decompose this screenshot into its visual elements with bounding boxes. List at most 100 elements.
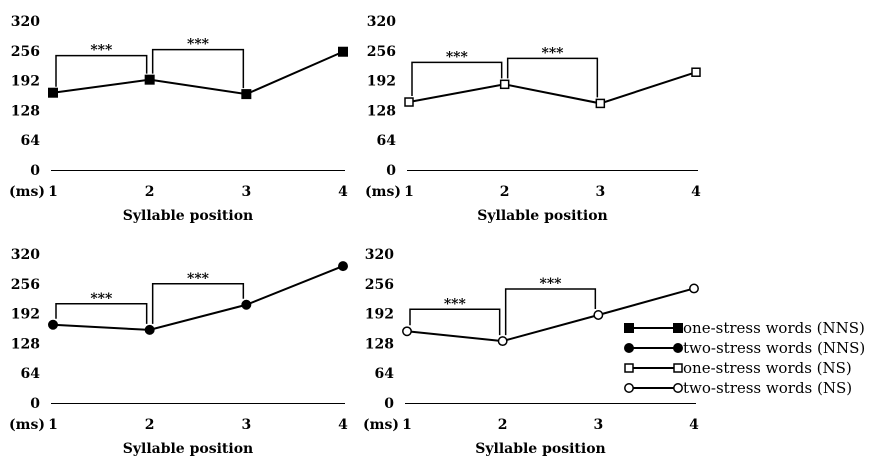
y-tick-label: 192 bbox=[11, 74, 40, 90]
significance-label: *** bbox=[542, 45, 565, 61]
x-tick-label: 1 bbox=[48, 184, 58, 200]
y-tick-label: 0 bbox=[386, 163, 396, 179]
x-tick-label: 3 bbox=[595, 184, 605, 200]
data-point bbox=[498, 337, 506, 345]
y-tick-label: 320 bbox=[365, 247, 394, 263]
data-point bbox=[403, 327, 411, 335]
legend-marker bbox=[674, 324, 683, 333]
significance-label: *** bbox=[187, 271, 210, 287]
significance-bracket: *** bbox=[506, 276, 596, 335]
x-axis-label: Syllable position bbox=[123, 208, 253, 224]
data-point bbox=[49, 88, 58, 97]
y-tick-label: 192 bbox=[365, 307, 394, 323]
x-tick-label: 4 bbox=[338, 184, 348, 200]
y-tick-label: 128 bbox=[11, 103, 40, 119]
legend-entry: one-stress words (NNS) bbox=[625, 319, 865, 337]
data-point bbox=[242, 90, 251, 99]
y-unit-label: (ms) bbox=[9, 184, 45, 200]
data-point bbox=[145, 325, 154, 334]
legend-label: two-stress words (NS) bbox=[683, 379, 852, 397]
data-point bbox=[339, 47, 348, 56]
x-tick-label: 3 bbox=[241, 184, 251, 200]
legend-marker bbox=[625, 344, 634, 353]
legend-entry: one-stress words (NS) bbox=[625, 359, 852, 377]
y-tick-label: 320 bbox=[11, 14, 40, 30]
y-tick-label: 256 bbox=[367, 44, 396, 60]
x-tick-label: 2 bbox=[145, 417, 155, 433]
y-unit-label: (ms) bbox=[365, 184, 401, 200]
x-axis-label: Syllable position bbox=[123, 441, 253, 457]
significance-label: *** bbox=[540, 276, 563, 292]
y-tick-label: 0 bbox=[384, 396, 394, 412]
legend-entry: two-stress words (NNS) bbox=[625, 339, 866, 357]
y-tick-label: 128 bbox=[11, 336, 40, 352]
data-point bbox=[145, 75, 154, 84]
significance-bracket: *** bbox=[153, 271, 244, 324]
significance-label: *** bbox=[446, 49, 469, 65]
y-tick-label: 256 bbox=[365, 277, 394, 293]
data-point bbox=[692, 68, 700, 76]
legend-marker bbox=[625, 364, 633, 372]
data-point bbox=[594, 311, 602, 319]
y-tick-label: 256 bbox=[11, 44, 40, 60]
x-tick-label: 1 bbox=[48, 417, 58, 433]
x-tick-label: 2 bbox=[498, 417, 508, 433]
y-tick-label: 128 bbox=[367, 103, 396, 119]
y-tick-label: 320 bbox=[11, 247, 40, 263]
y-tick-label: 64 bbox=[375, 366, 395, 382]
x-axis-label: Syllable position bbox=[477, 208, 607, 224]
significance-label: *** bbox=[90, 291, 113, 307]
significance-label: *** bbox=[187, 37, 210, 53]
legend: one-stress words (NNS) two-stress words (… bbox=[625, 319, 866, 397]
y-unit-label: (ms) bbox=[9, 417, 45, 433]
data-point bbox=[596, 99, 604, 107]
x-axis-label: Syllable position bbox=[475, 441, 605, 457]
legend-marker bbox=[625, 384, 633, 392]
significance-label: *** bbox=[90, 43, 113, 59]
x-tick-label: 2 bbox=[145, 184, 155, 200]
y-tick-label: 0 bbox=[30, 396, 40, 412]
significance-bracket: *** bbox=[56, 43, 147, 87]
x-tick-label: 4 bbox=[691, 184, 701, 200]
significance-bracket: *** bbox=[56, 291, 147, 324]
data-point bbox=[405, 98, 413, 106]
x-tick-label: 4 bbox=[689, 417, 699, 433]
legend-marker bbox=[674, 364, 682, 372]
data-point bbox=[49, 320, 58, 329]
data-point bbox=[242, 300, 251, 309]
y-unit-label: (ms) bbox=[363, 417, 399, 433]
chart-panel-2: 0 64 128 192 256 320 (ms) 1 2 3 4 Syllable position… bbox=[365, 14, 701, 224]
series-line bbox=[409, 72, 696, 103]
chart-panel-1: 0 64 128 192 256 320 (ms) 1 2 3 4 Syllable position… bbox=[9, 14, 348, 224]
y-tick-label: 256 bbox=[11, 277, 40, 293]
significance-bracket: *** bbox=[412, 49, 502, 96]
y-tick-label: 0 bbox=[30, 163, 40, 179]
data-point bbox=[339, 262, 348, 271]
x-tick-label: 2 bbox=[500, 184, 510, 200]
y-tick-label: 320 bbox=[367, 14, 396, 30]
y-tick-label: 128 bbox=[365, 336, 394, 352]
legend-marker bbox=[674, 344, 683, 353]
y-tick-label: 192 bbox=[367, 74, 396, 90]
legend-label: two-stress words (NNS) bbox=[683, 339, 865, 357]
x-tick-label: 1 bbox=[404, 184, 414, 200]
chart-panel-4: 0 64 128 192 256 320 (ms) 1 2 3 4 Syllable position… bbox=[363, 247, 699, 457]
legend-marker bbox=[674, 384, 682, 392]
legend-marker bbox=[625, 324, 634, 333]
data-point bbox=[501, 80, 509, 88]
significance-bracket: *** bbox=[153, 37, 244, 88]
y-tick-label: 192 bbox=[11, 307, 40, 323]
legend-label: one-stress words (NS) bbox=[683, 359, 852, 377]
significance-label: *** bbox=[444, 296, 467, 312]
legend-label: one-stress words (NNS) bbox=[683, 319, 865, 337]
x-tick-label: 1 bbox=[402, 417, 412, 433]
legend-entry: two-stress words (NS) bbox=[625, 379, 852, 397]
y-tick-label: 64 bbox=[21, 366, 41, 382]
y-tick-label: 64 bbox=[377, 133, 397, 149]
x-tick-label: 3 bbox=[241, 417, 251, 433]
x-tick-label: 3 bbox=[593, 417, 603, 433]
significance-bracket: *** bbox=[508, 45, 598, 97]
data-point bbox=[690, 284, 698, 292]
significance-bracket: *** bbox=[410, 296, 500, 335]
